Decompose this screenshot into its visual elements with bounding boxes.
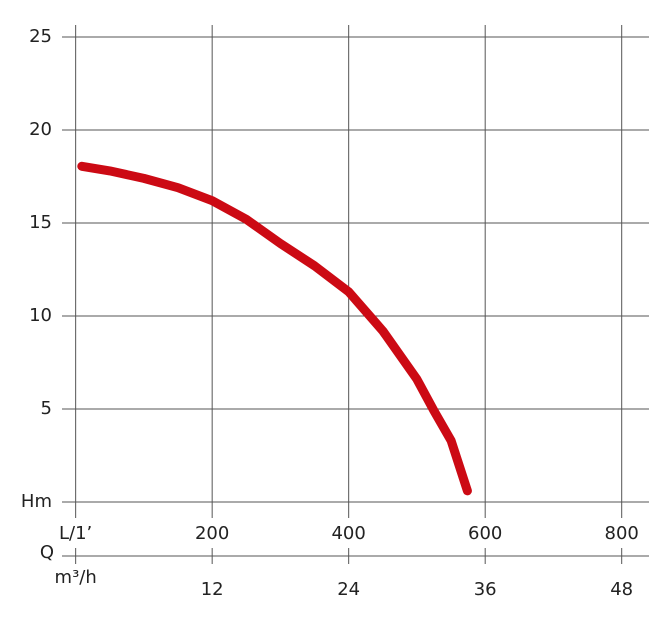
x-tick-label: 800 bbox=[605, 523, 639, 544]
x-tick-label: 400 bbox=[331, 523, 365, 544]
pump-curve bbox=[77, 161, 472, 496]
x-tick-label: 600 bbox=[468, 523, 502, 544]
x-tick-label: L/1’ bbox=[59, 523, 92, 544]
y-tick-label: Hm bbox=[21, 491, 52, 512]
y-tick-label: 20 bbox=[29, 119, 52, 140]
x2-tick-label: 24 bbox=[337, 579, 360, 600]
x2-tick-label: m³/h bbox=[55, 567, 97, 588]
x2-tick-label: 48 bbox=[610, 579, 633, 600]
x-tick-label: 200 bbox=[195, 523, 229, 544]
y-tick-label: 10 bbox=[29, 305, 52, 326]
x2-tick-label: 36 bbox=[474, 579, 497, 600]
y-tick-label: 15 bbox=[29, 212, 52, 233]
y-tick-label: 5 bbox=[41, 398, 52, 419]
x-axis-label: Q bbox=[40, 542, 54, 563]
y-tick-label: 25 bbox=[29, 26, 52, 47]
x2-tick-label: 12 bbox=[201, 579, 224, 600]
